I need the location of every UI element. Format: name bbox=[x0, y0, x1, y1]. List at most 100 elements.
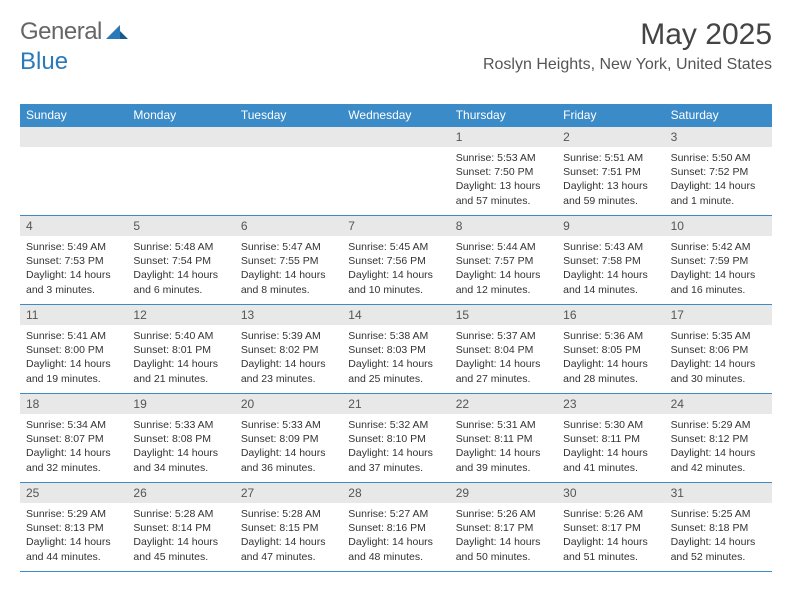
day-number: 2 bbox=[557, 127, 664, 147]
day-info: Sunrise: 5:45 AMSunset: 7:56 PMDaylight:… bbox=[342, 236, 449, 303]
day-cell: 7Sunrise: 5:45 AMSunset: 7:56 PMDaylight… bbox=[342, 216, 449, 304]
day-number: 31 bbox=[665, 483, 772, 503]
week-row: 25Sunrise: 5:29 AMSunset: 8:13 PMDayligh… bbox=[20, 482, 772, 571]
weekday-thursday: Thursday bbox=[450, 104, 557, 126]
day-cell: 29Sunrise: 5:26 AMSunset: 8:17 PMDayligh… bbox=[450, 483, 557, 571]
day-cell: 28Sunrise: 5:27 AMSunset: 8:16 PMDayligh… bbox=[342, 483, 449, 571]
day-number: 10 bbox=[665, 216, 772, 236]
day-number: 3 bbox=[665, 127, 772, 147]
day-number: 17 bbox=[665, 305, 772, 325]
day-cell: 18Sunrise: 5:34 AMSunset: 8:07 PMDayligh… bbox=[20, 394, 127, 482]
day-info: Sunrise: 5:48 AMSunset: 7:54 PMDaylight:… bbox=[127, 236, 234, 303]
day-cell: 25Sunrise: 5:29 AMSunset: 8:13 PMDayligh… bbox=[20, 483, 127, 571]
day-cell: 1Sunrise: 5:53 AMSunset: 7:50 PMDaylight… bbox=[450, 127, 557, 215]
day-info: Sunrise: 5:26 AMSunset: 8:17 PMDaylight:… bbox=[557, 503, 664, 570]
day-info: Sunrise: 5:29 AMSunset: 8:12 PMDaylight:… bbox=[665, 414, 772, 481]
day-number: 19 bbox=[127, 394, 234, 414]
day-number: 11 bbox=[20, 305, 127, 325]
day-number: 27 bbox=[235, 483, 342, 503]
day-info: Sunrise: 5:35 AMSunset: 8:06 PMDaylight:… bbox=[665, 325, 772, 392]
week-row: 4Sunrise: 5:49 AMSunset: 7:53 PMDaylight… bbox=[20, 215, 772, 304]
day-info: Sunrise: 5:38 AMSunset: 8:03 PMDaylight:… bbox=[342, 325, 449, 392]
day-number: 1 bbox=[450, 127, 557, 147]
week-row: 1Sunrise: 5:53 AMSunset: 7:50 PMDaylight… bbox=[20, 126, 772, 215]
day-number: 26 bbox=[127, 483, 234, 503]
day-number: 22 bbox=[450, 394, 557, 414]
day-cell bbox=[342, 127, 449, 215]
day-cell: 2Sunrise: 5:51 AMSunset: 7:51 PMDaylight… bbox=[557, 127, 664, 215]
weekday-row: SundayMondayTuesdayWednesdayThursdayFrid… bbox=[20, 104, 772, 126]
day-number: 16 bbox=[557, 305, 664, 325]
weekday-monday: Monday bbox=[127, 104, 234, 126]
day-cell: 14Sunrise: 5:38 AMSunset: 8:03 PMDayligh… bbox=[342, 305, 449, 393]
day-info: Sunrise: 5:31 AMSunset: 8:11 PMDaylight:… bbox=[450, 414, 557, 481]
day-info: Sunrise: 5:30 AMSunset: 8:11 PMDaylight:… bbox=[557, 414, 664, 481]
day-cell: 3Sunrise: 5:50 AMSunset: 7:52 PMDaylight… bbox=[665, 127, 772, 215]
day-info: Sunrise: 5:29 AMSunset: 8:13 PMDaylight:… bbox=[20, 503, 127, 570]
day-info: Sunrise: 5:41 AMSunset: 8:00 PMDaylight:… bbox=[20, 325, 127, 392]
day-number: 15 bbox=[450, 305, 557, 325]
day-cell: 11Sunrise: 5:41 AMSunset: 8:00 PMDayligh… bbox=[20, 305, 127, 393]
day-number: 9 bbox=[557, 216, 664, 236]
logo-icon bbox=[106, 18, 128, 46]
day-number: 30 bbox=[557, 483, 664, 503]
day-cell: 13Sunrise: 5:39 AMSunset: 8:02 PMDayligh… bbox=[235, 305, 342, 393]
day-info: Sunrise: 5:49 AMSunset: 7:53 PMDaylight:… bbox=[20, 236, 127, 303]
day-cell: 17Sunrise: 5:35 AMSunset: 8:06 PMDayligh… bbox=[665, 305, 772, 393]
day-cell bbox=[235, 127, 342, 215]
weekday-saturday: Saturday bbox=[665, 104, 772, 126]
day-info: Sunrise: 5:25 AMSunset: 8:18 PMDaylight:… bbox=[665, 503, 772, 570]
day-cell: 30Sunrise: 5:26 AMSunset: 8:17 PMDayligh… bbox=[557, 483, 664, 571]
bottom-rule bbox=[20, 571, 772, 572]
day-cell: 21Sunrise: 5:32 AMSunset: 8:10 PMDayligh… bbox=[342, 394, 449, 482]
logo-text-2: Blue bbox=[20, 48, 68, 76]
day-cell: 12Sunrise: 5:40 AMSunset: 8:01 PMDayligh… bbox=[127, 305, 234, 393]
location: Roslyn Heights, New York, United States bbox=[483, 56, 772, 74]
day-cell bbox=[20, 127, 127, 215]
day-number: 21 bbox=[342, 394, 449, 414]
day-number: 6 bbox=[235, 216, 342, 236]
day-number: 18 bbox=[20, 394, 127, 414]
day-cell: 9Sunrise: 5:43 AMSunset: 7:58 PMDaylight… bbox=[557, 216, 664, 304]
day-cell: 22Sunrise: 5:31 AMSunset: 8:11 PMDayligh… bbox=[450, 394, 557, 482]
day-number: 7 bbox=[342, 216, 449, 236]
day-info: Sunrise: 5:39 AMSunset: 8:02 PMDaylight:… bbox=[235, 325, 342, 392]
day-number: 23 bbox=[557, 394, 664, 414]
weekday-sunday: Sunday bbox=[20, 104, 127, 126]
day-cell: 23Sunrise: 5:30 AMSunset: 8:11 PMDayligh… bbox=[557, 394, 664, 482]
day-info: Sunrise: 5:37 AMSunset: 8:04 PMDaylight:… bbox=[450, 325, 557, 392]
day-info: Sunrise: 5:32 AMSunset: 8:10 PMDaylight:… bbox=[342, 414, 449, 481]
day-number bbox=[20, 127, 127, 147]
day-info: Sunrise: 5:44 AMSunset: 7:57 PMDaylight:… bbox=[450, 236, 557, 303]
day-info: Sunrise: 5:51 AMSunset: 7:51 PMDaylight:… bbox=[557, 147, 664, 214]
day-number: 29 bbox=[450, 483, 557, 503]
day-cell: 26Sunrise: 5:28 AMSunset: 8:14 PMDayligh… bbox=[127, 483, 234, 571]
weeks-container: 1Sunrise: 5:53 AMSunset: 7:50 PMDaylight… bbox=[20, 126, 772, 571]
day-info: Sunrise: 5:50 AMSunset: 7:52 PMDaylight:… bbox=[665, 147, 772, 214]
logo-text-1: General bbox=[20, 18, 102, 46]
day-cell: 5Sunrise: 5:48 AMSunset: 7:54 PMDaylight… bbox=[127, 216, 234, 304]
day-cell: 10Sunrise: 5:42 AMSunset: 7:59 PMDayligh… bbox=[665, 216, 772, 304]
day-info: Sunrise: 5:26 AMSunset: 8:17 PMDaylight:… bbox=[450, 503, 557, 570]
day-number: 25 bbox=[20, 483, 127, 503]
day-cell: 6Sunrise: 5:47 AMSunset: 7:55 PMDaylight… bbox=[235, 216, 342, 304]
day-number: 12 bbox=[127, 305, 234, 325]
day-cell: 20Sunrise: 5:33 AMSunset: 8:09 PMDayligh… bbox=[235, 394, 342, 482]
day-number bbox=[127, 127, 234, 147]
day-number: 8 bbox=[450, 216, 557, 236]
day-number bbox=[235, 127, 342, 147]
day-number: 13 bbox=[235, 305, 342, 325]
day-number bbox=[342, 127, 449, 147]
day-cell: 4Sunrise: 5:49 AMSunset: 7:53 PMDaylight… bbox=[20, 216, 127, 304]
day-cell: 16Sunrise: 5:36 AMSunset: 8:05 PMDayligh… bbox=[557, 305, 664, 393]
week-row: 11Sunrise: 5:41 AMSunset: 8:00 PMDayligh… bbox=[20, 304, 772, 393]
day-info: Sunrise: 5:28 AMSunset: 8:14 PMDaylight:… bbox=[127, 503, 234, 570]
day-info: Sunrise: 5:33 AMSunset: 8:09 PMDaylight:… bbox=[235, 414, 342, 481]
day-cell: 27Sunrise: 5:28 AMSunset: 8:15 PMDayligh… bbox=[235, 483, 342, 571]
day-number: 20 bbox=[235, 394, 342, 414]
title-block: May 2025 Roslyn Heights, New York, Unite… bbox=[483, 18, 772, 74]
day-cell: 15Sunrise: 5:37 AMSunset: 8:04 PMDayligh… bbox=[450, 305, 557, 393]
day-number: 14 bbox=[342, 305, 449, 325]
header: General May 2025 Roslyn Heights, New Yor… bbox=[20, 18, 772, 74]
day-number: 24 bbox=[665, 394, 772, 414]
